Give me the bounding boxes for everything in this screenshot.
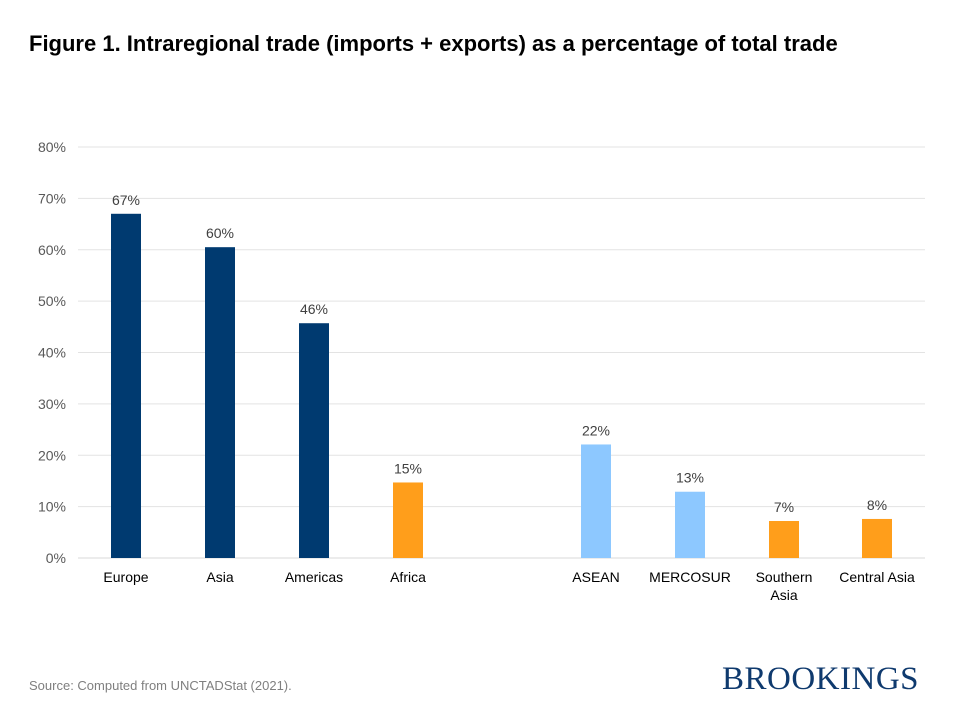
data-label: 13% xyxy=(676,470,704,486)
bar-southern-asia xyxy=(769,521,799,558)
bar-asean xyxy=(581,444,611,558)
x-tick-label: Central Asia xyxy=(839,569,915,585)
y-tick-label: 60% xyxy=(38,242,66,258)
bar-europe xyxy=(111,213,141,558)
x-tick-label: Europe xyxy=(103,569,148,585)
data-label: 8% xyxy=(867,497,887,513)
y-tick-label: 80% xyxy=(38,139,66,155)
y-axis: 0% 10% 20% 30% 40% 50% 60% 70% 80% xyxy=(38,139,66,566)
y-tick-label: 50% xyxy=(38,293,66,309)
x-tick-label: Asia xyxy=(206,569,233,585)
data-label: 22% xyxy=(582,422,610,438)
bar-asia xyxy=(205,247,235,558)
y-tick-label: 30% xyxy=(38,396,66,412)
bar-mercosur xyxy=(675,491,705,558)
source-note: Source: Computed from UNCTADStat (2021). xyxy=(29,678,292,693)
x-axis: Europe Asia Americas Africa ASEAN MERCOSUR Sou… xyxy=(103,569,915,603)
bar-africa xyxy=(393,482,423,558)
bars xyxy=(111,213,892,558)
x-tick-label: Africa xyxy=(390,569,426,585)
data-label: 7% xyxy=(774,499,794,515)
y-tick-label: 70% xyxy=(38,190,66,206)
data-label: 15% xyxy=(394,460,422,476)
bar-chart: 0% 10% 20% 30% 40% 50% 60% 70% 80% 67% 60% 46% 15% 2… xyxy=(38,139,925,603)
bar-americas xyxy=(299,323,329,558)
data-label: 60% xyxy=(206,225,234,241)
bar-central-asia xyxy=(862,518,892,558)
y-tick-label: 20% xyxy=(38,447,66,463)
x-tick-label: Americas xyxy=(285,569,343,585)
data-label: 46% xyxy=(300,301,328,317)
data-label: 67% xyxy=(112,192,140,208)
y-tick-label: 10% xyxy=(38,499,66,515)
y-tick-label: 40% xyxy=(38,345,66,361)
chart-title: Figure 1. Intraregional trade (imports +… xyxy=(29,31,838,56)
y-tick-label: 0% xyxy=(46,550,66,566)
x-tick-label: ASEAN xyxy=(572,569,619,585)
x-tick-label: MERCOSUR xyxy=(649,569,731,585)
brookings-logo: BROOKINGS xyxy=(722,661,920,697)
x-tick-label: Southern Asia xyxy=(756,569,813,603)
data-labels: 67% 60% 46% 15% 22% 13% 7% 8% xyxy=(112,192,887,515)
